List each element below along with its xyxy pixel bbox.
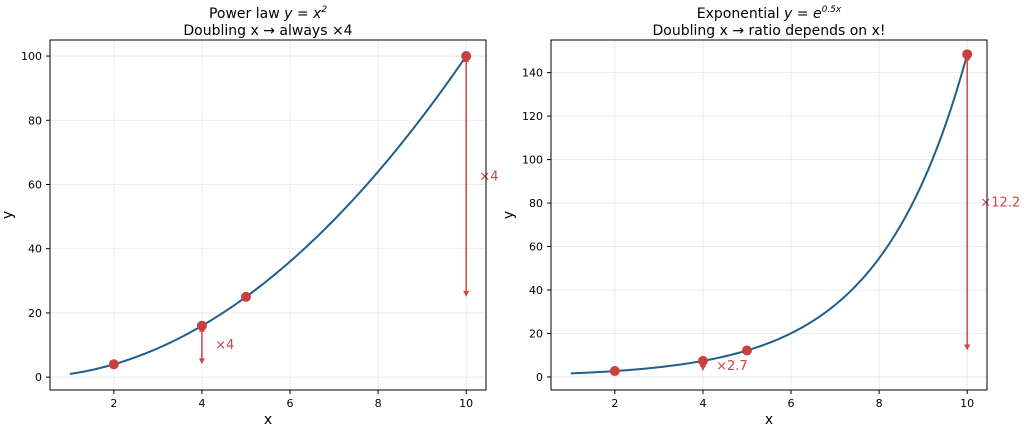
y-tick-label-2: 40 [28, 243, 42, 256]
ratio-arrowhead-1 [964, 344, 971, 351]
plot-frame [49, 39, 487, 391]
x-tick-label-3: 8 [375, 397, 382, 410]
chart-title: Power law y = x2 [209, 5, 327, 22]
x-tick-label-2: 6 [287, 397, 294, 410]
x-tick-label-4: 10 [459, 397, 473, 410]
data-point-2 [240, 291, 251, 302]
y-tick-label-1: 20 [529, 327, 543, 340]
chart-subtitle: Doubling x → ratio depends on x! [652, 23, 885, 39]
data-point-0 [609, 366, 620, 377]
x-tick-label-4: 10 [960, 397, 974, 410]
y-tick-label-2: 40 [529, 284, 543, 297]
y-tick-label-0: 0 [536, 371, 543, 384]
y-tick-label-6: 120 [522, 110, 543, 123]
chart-subtitle: Doubling x → always ×4 [183, 23, 352, 39]
series-curve [570, 54, 969, 375]
y-axis-label: y [0, 211, 16, 219]
data-point-1 [196, 320, 207, 331]
ratio-label-1: ×12.2 [980, 195, 1020, 210]
y-tick-label-1: 20 [28, 307, 42, 320]
data-point-3 [461, 51, 472, 62]
series-curve [69, 55, 468, 375]
data-point-1 [697, 355, 708, 366]
y-tick-label-0: 0 [35, 371, 42, 384]
y-axis-label: y [501, 211, 517, 219]
data-point-3 [962, 49, 973, 60]
plot-frame [550, 39, 988, 391]
x-tick-label-2: 6 [788, 397, 795, 410]
data-point-2 [741, 345, 752, 356]
y-tick-label-3: 60 [529, 241, 543, 254]
ratio-arrowhead-0 [198, 358, 205, 365]
chart-2: ×2.7×12.22 4 6 8 10020406080100120140xyExpon… [501, 5, 1020, 428]
ratio-label-0: ×2.7 [716, 359, 748, 374]
y-tick-label-5: 100 [21, 50, 42, 63]
x-axis-label: x [765, 412, 773, 428]
x-tick-label-3: 8 [876, 397, 883, 410]
data-point-0 [108, 359, 119, 370]
x-tick-label-0: 2 [611, 397, 618, 410]
ratio-label-0: ×4 [215, 338, 234, 353]
x-tick-label-1: 4 [198, 397, 205, 410]
x-tick-label-1: 4 [699, 397, 706, 410]
x-tick-label-0: 2 [110, 397, 117, 410]
ratio-arrowhead-1 [463, 290, 470, 297]
y-tick-label-7: 140 [522, 67, 543, 80]
y-tick-label-4: 80 [529, 197, 543, 210]
chart-title: Exponential y = e0.5x [697, 5, 842, 22]
x-axis-label: x [264, 412, 272, 428]
y-tick-label-5: 100 [522, 154, 543, 167]
y-tick-label-4: 80 [28, 114, 42, 127]
y-tick-label-3: 60 [28, 178, 42, 191]
ratio-label-1: ×4 [479, 169, 498, 184]
